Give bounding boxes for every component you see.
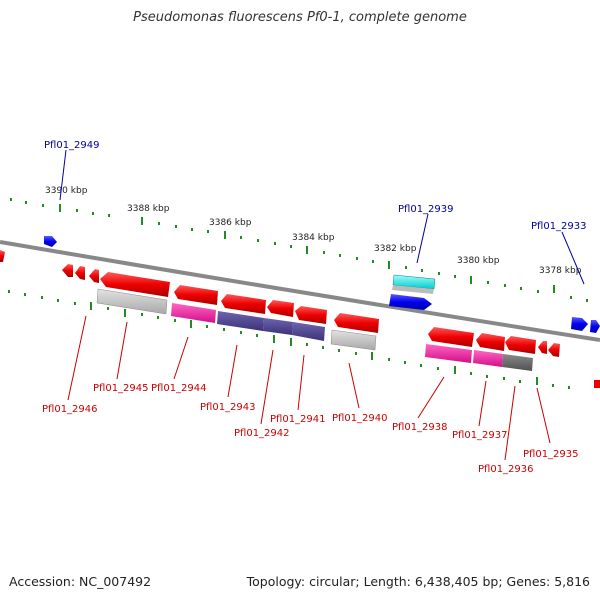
cog-category-bars bbox=[96, 274, 533, 371]
gene-arrow-pfl01-2940[interactable] bbox=[334, 313, 379, 333]
partial-gene-edge bbox=[594, 380, 600, 388]
gene-label-pfl01-2935[interactable]: Pfl01_2935 bbox=[523, 449, 579, 460]
leader-2942 bbox=[260, 349, 274, 425]
cog-bar-2941 bbox=[292, 322, 325, 341]
gene-arrow-pfl01-2933-b[interactable] bbox=[590, 320, 600, 333]
minor-ticks-upper bbox=[10, 198, 588, 302]
gene-arrow-pfl01-2935-b[interactable] bbox=[548, 343, 560, 357]
gene-label-pfl01-2944[interactable]: Pfl01_2944 bbox=[151, 383, 207, 394]
gene-arrow-pfl01-2938[interactable] bbox=[428, 327, 474, 347]
scale-labels: 3390 kbp 3388 kbp 3386 kbp 3384 kbp 3382… bbox=[45, 186, 582, 276]
scale-label-3384: 3384 kbp bbox=[292, 233, 335, 243]
gene-label-pfl01-2938[interactable]: Pfl01_2938 bbox=[392, 422, 448, 433]
gene-label-pfl01-2945[interactable]: Pfl01_2945 bbox=[93, 383, 149, 394]
accession-text: Accession: NC_007492 bbox=[9, 574, 152, 589]
gene-label-pfl01-2949[interactable]: Pfl01_2949 bbox=[44, 140, 100, 151]
cog-bar-2936 bbox=[502, 354, 533, 371]
leader-2936 bbox=[504, 385, 516, 461]
cog-bar-2945 bbox=[96, 288, 168, 315]
gene-arrow-pfl01-2943[interactable] bbox=[221, 294, 266, 314]
leader-2946 bbox=[67, 315, 87, 401]
gene-arrow-pfl01-2935-a[interactable] bbox=[538, 341, 547, 354]
leader-2938 bbox=[417, 376, 445, 419]
leader-2937 bbox=[478, 380, 487, 427]
minor-ticks-lower bbox=[8, 290, 570, 389]
scale-label-3390: 3390 kbp bbox=[45, 186, 88, 196]
leader-2941 bbox=[297, 354, 305, 411]
reverse-genes bbox=[0, 250, 560, 357]
cog-bar-2942 bbox=[263, 318, 293, 335]
forward-genes bbox=[44, 236, 600, 333]
gene-arrow-pfl01-2939[interactable] bbox=[389, 294, 432, 310]
gene-arrow-pfl01-2936[interactable] bbox=[505, 336, 536, 354]
gene-arrow-pfl01-2937[interactable] bbox=[476, 333, 505, 351]
scale-label-3382: 3382 kbp bbox=[374, 244, 417, 254]
gene-label-pfl01-2943[interactable]: Pfl01_2943 bbox=[200, 402, 256, 413]
gene-arrow-edge-left[interactable] bbox=[0, 250, 5, 262]
gene-label-pfl01-2941[interactable]: Pfl01_2941 bbox=[270, 414, 326, 425]
cog-bar-2939-shadow bbox=[392, 285, 434, 294]
upper-tick-ring bbox=[10, 198, 588, 302]
genome-summary-text: Topology: circular; Length: 6,438,405 bp… bbox=[246, 574, 590, 589]
leader-2940 bbox=[348, 362, 360, 409]
scale-label-3380: 3380 kbp bbox=[457, 256, 500, 266]
gene-arrow-a[interactable] bbox=[62, 264, 73, 277]
cog-bar-2940 bbox=[330, 329, 377, 351]
map-title: Pseudomonas fluorescens Pf0-1, complete … bbox=[133, 10, 467, 25]
scale-label-3386: 3386 kbp bbox=[209, 218, 252, 228]
gene-label-pfl01-2936[interactable]: Pfl01_2936 bbox=[478, 464, 534, 475]
scale-label-3378: 3378 kbp bbox=[539, 266, 582, 276]
gene-arrow-c[interactable] bbox=[89, 269, 99, 283]
leader-2949 bbox=[59, 149, 67, 201]
cog-bar-2937 bbox=[473, 350, 503, 367]
major-ticks-lower bbox=[90, 302, 538, 385]
gene-arrow-pfl01-2945[interactable] bbox=[100, 272, 170, 297]
scale-label-3388: 3388 kbp bbox=[127, 204, 170, 214]
gene-label-pfl01-2940[interactable]: Pfl01_2940 bbox=[332, 413, 388, 424]
gene-label-pfl01-2933[interactable]: Pfl01_2933 bbox=[531, 221, 587, 232]
gene-label-pfl01-2942[interactable]: Pfl01_2942 bbox=[234, 428, 290, 439]
leader-2939 bbox=[416, 213, 429, 264]
gene-label-pfl01-2946[interactable]: Pfl01_2946 bbox=[42, 404, 98, 415]
gene-arrow-pfl01-2933-a[interactable] bbox=[571, 317, 588, 331]
label-leaders bbox=[59, 149, 585, 461]
cog-bar-2943 bbox=[217, 311, 264, 331]
gene-arrow-pfl01-2942[interactable] bbox=[267, 300, 294, 317]
lower-tick-ring bbox=[8, 290, 600, 389]
gene-arrow-pfl01-2949[interactable] bbox=[44, 236, 57, 247]
leader-2935 bbox=[536, 387, 551, 444]
cog-bar-2944 bbox=[171, 303, 216, 323]
gene-label-pfl01-2939[interactable]: Pfl01_2939 bbox=[398, 204, 454, 215]
leader-2943 bbox=[227, 344, 238, 398]
gene-label-pfl01-2937[interactable]: Pfl01_2937 bbox=[452, 430, 508, 441]
leader-2944 bbox=[173, 336, 189, 380]
leader-2933 bbox=[561, 231, 585, 285]
cog-bar-2938 bbox=[425, 344, 472, 363]
major-ticks-upper bbox=[59, 204, 555, 293]
gene-arrow-b[interactable] bbox=[75, 266, 85, 280]
gene-arrow-pfl01-2941[interactable] bbox=[295, 306, 327, 324]
gene-arrow-pfl01-2944[interactable] bbox=[174, 285, 218, 305]
leader-2945 bbox=[116, 321, 128, 380]
genome-backbone bbox=[0, 240, 600, 342]
gene-labels: Pfl01_2949 Pfl01_2939 Pfl01_2933 Pfl01_2… bbox=[42, 140, 587, 475]
